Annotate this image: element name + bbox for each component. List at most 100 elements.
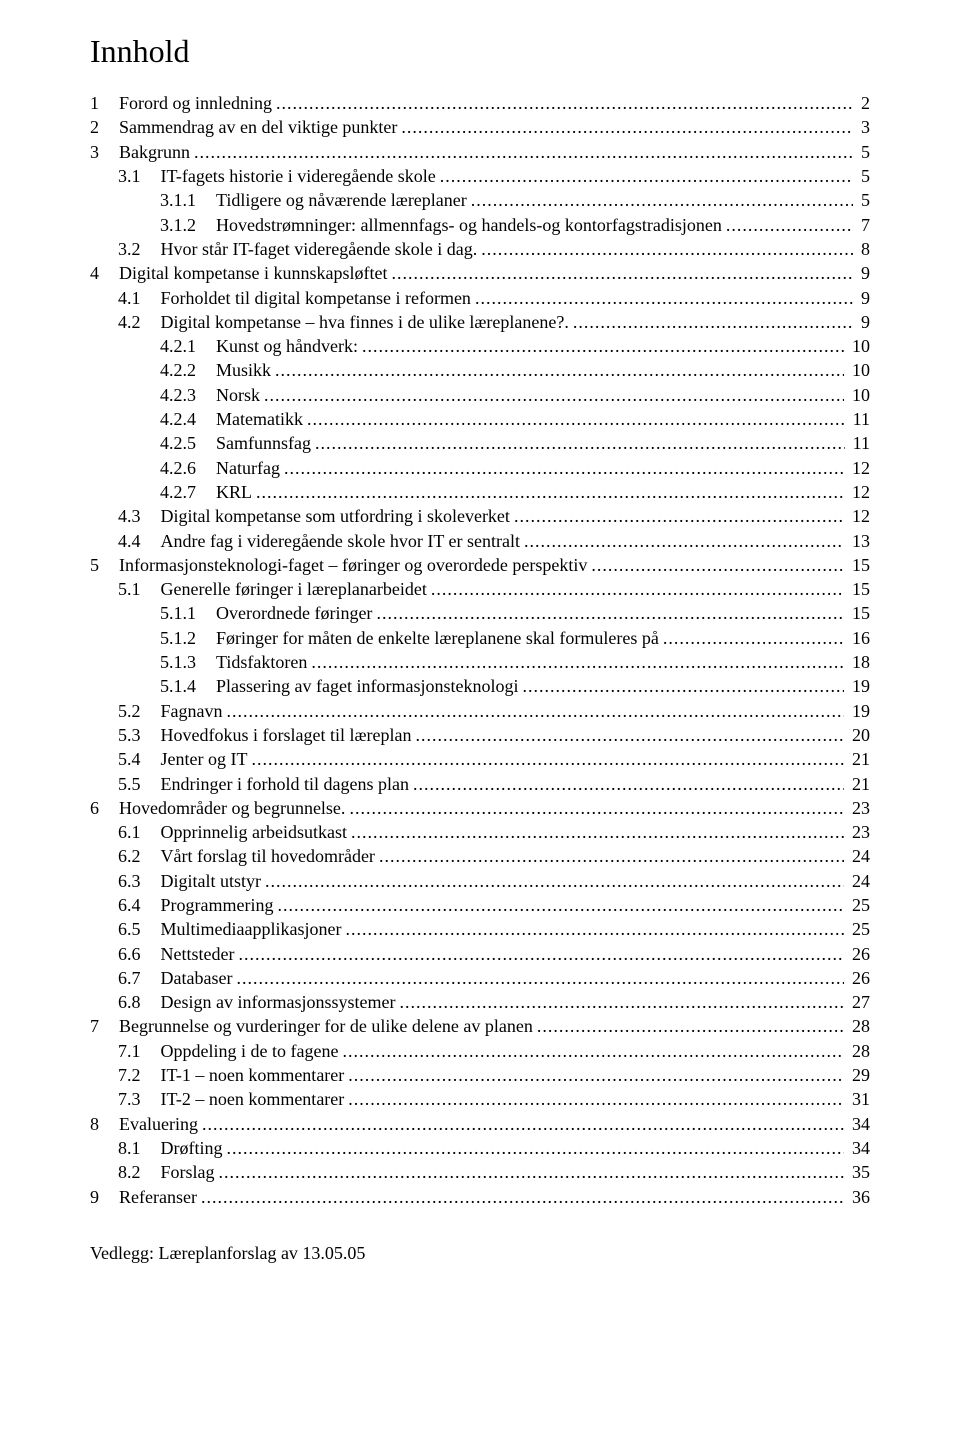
toc-entry: 5.1.4Plassering av faget informasjonstek… <box>90 674 870 698</box>
toc-entry-number: 2 <box>90 115 119 139</box>
toc-entry-title: Drøfting <box>161 1136 223 1160</box>
toc-entry: 5.1.3Tidsfaktoren18 <box>90 650 870 674</box>
toc-leader-dots <box>194 140 853 164</box>
toc-entry: 3Bakgrunn 5 <box>90 140 870 164</box>
toc-leader-dots <box>227 1136 845 1160</box>
toc-entry-title: Andre fag i videregående skole hvor IT e… <box>161 529 521 553</box>
toc-entry-page: 5 <box>857 140 870 164</box>
toc-entry-number: 4.2.1 <box>160 334 216 358</box>
toc-entry: 4.2.3Norsk10 <box>90 383 870 407</box>
toc-entry-title: Evaluering <box>119 1112 198 1136</box>
toc-entry-page: 9 <box>857 286 870 310</box>
toc-entry: 4.3Digital kompetanse som utfordring i s… <box>90 504 870 528</box>
toc-entry: 3.2Hvor står IT-faget videregående skole… <box>90 237 870 261</box>
toc-entry-title: Hovedfokus i forslaget til læreplan <box>161 723 412 747</box>
toc-entry-number: 6.4 <box>118 893 161 917</box>
toc-entry-page: 15 <box>848 553 870 577</box>
toc-entry-number: 5 <box>90 553 119 577</box>
toc-entry: 8.1Drøfting34 <box>90 1136 870 1160</box>
toc-entry-number: 5.4 <box>118 747 161 771</box>
toc-entry-page: 9 <box>857 310 870 334</box>
toc-entry: 7Begrunnelse og vurderinger for de ulike… <box>90 1014 870 1038</box>
toc-entry: 4.2.4Matematikk11 <box>90 407 870 431</box>
toc-entry: 4.2.2Musikk10 <box>90 358 870 382</box>
toc-entry-page: 36 <box>848 1185 870 1209</box>
appendix-note: Vedlegg: Læreplanforslag av 13.05.05 <box>90 1241 870 1265</box>
toc-entry: 5.3Hovedfokus i forslaget til læreplan20 <box>90 723 870 747</box>
toc-entry: 4.2Digital kompetanse – hva finnes i de … <box>90 310 870 334</box>
toc-entry-number: 4.2.7 <box>160 480 216 504</box>
toc-entry-page: 12 <box>848 456 870 480</box>
toc-leader-dots <box>345 917 844 941</box>
toc-entry-number: 6.6 <box>118 942 161 966</box>
toc-entry-title: Generelle føringer i læreplanarbeidet <box>161 577 427 601</box>
toc-entry-title: Fagnavn <box>161 699 223 723</box>
toc-entry-number: 8.1 <box>118 1136 161 1160</box>
toc-entry-page: 12 <box>848 480 870 504</box>
toc-entry-page: 35 <box>848 1160 870 1184</box>
toc-entry-page: 20 <box>848 723 870 747</box>
toc-entry-number: 5.2 <box>118 699 161 723</box>
toc-entry-number: 4.2 <box>118 310 161 334</box>
toc-leader-dots <box>591 553 844 577</box>
toc-entry-title: Forord og innledning <box>119 91 272 115</box>
toc-entry-page: 23 <box>848 820 870 844</box>
toc-leader-dots <box>311 650 844 674</box>
toc-entry-number: 3 <box>90 140 119 164</box>
toc-entry: 3.1.2Hovedstrømninger: allmennfags- og h… <box>90 213 870 237</box>
toc-entry-page: 7 <box>857 213 870 237</box>
toc-entry-page: 11 <box>849 407 870 431</box>
toc-entry-number: 6.5 <box>118 917 161 941</box>
toc-entry: 5.5Endringer i forhold til dagens plan21 <box>90 772 870 796</box>
toc-entry-title: Oppdeling i de to fagene <box>161 1039 339 1063</box>
toc-entry-page: 10 <box>848 334 870 358</box>
toc-entry: 4.2.5Samfunnsfag11 <box>90 431 870 455</box>
toc-entry: 1Forord og innledning2 <box>90 91 870 115</box>
toc-entry-title: Digital kompetanse – hva finnes i de uli… <box>161 310 569 334</box>
toc-entry-title: Musikk <box>216 358 271 382</box>
toc-entry-page: 26 <box>848 966 870 990</box>
toc-entry-title: Tidsfaktoren <box>216 650 307 674</box>
toc-entry-title: Hvor står IT-faget videregående skole i … <box>161 237 478 261</box>
toc-entry: 5.1.2Føringer for måten de enkelte lærep… <box>90 626 870 650</box>
toc-entry-title: Digitalt utstyr <box>161 869 262 893</box>
toc-entry-page: 18 <box>848 650 870 674</box>
toc-leader-dots <box>379 844 844 868</box>
toc-leader-dots <box>201 1185 844 1209</box>
toc-entry: 4.1Forholdet til digital kompetanse i re… <box>90 286 870 310</box>
toc-entry: 9Referanser36 <box>90 1185 870 1209</box>
toc-entry: 8.2Forslag35 <box>90 1160 870 1184</box>
toc-leader-dots <box>265 869 844 893</box>
toc-leader-dots <box>726 213 853 237</box>
toc-entry-title: Overordnede føringer <box>216 601 372 625</box>
toc-entry-title: Design av informasjonssystemer <box>161 990 396 1014</box>
toc-leader-dots <box>348 1063 844 1087</box>
toc-leader-dots <box>251 747 844 771</box>
toc-entry-page: 13 <box>848 529 870 553</box>
toc-leader-dots <box>277 893 844 917</box>
toc-entry-title: Sammendrag av en del viktige punkter <box>119 115 397 139</box>
toc-entry-page: 25 <box>848 917 870 941</box>
toc-entry-title: IT-fagets historie i videregående skole <box>161 164 436 188</box>
toc-entry-number: 4.4 <box>118 529 161 553</box>
toc-entry-title: Bakgrunn <box>119 140 190 164</box>
toc-entry-title: Naturfag <box>216 456 280 480</box>
toc-entry-title: Jenter og IT <box>161 747 248 771</box>
toc-entry-title: Programmering <box>161 893 274 917</box>
toc-leader-dots <box>475 286 853 310</box>
toc-leader-dots <box>342 1039 844 1063</box>
toc-entry-title: Endringer i forhold til dagens plan <box>161 772 409 796</box>
toc-entry-title: Plassering av faget informasjonsteknolog… <box>216 674 518 698</box>
toc-entry-page: 11 <box>849 431 870 455</box>
toc-entry-number: 7.2 <box>118 1063 161 1087</box>
table-of-contents: 1Forord og innledning22Sammendrag av en … <box>90 91 870 1209</box>
toc-leader-dots <box>415 723 844 747</box>
toc-entry: 7.3IT-2 – noen kommentarer31 <box>90 1087 870 1111</box>
toc-entry-number: 5.1.2 <box>160 626 216 650</box>
toc-entry-number: 4.2.6 <box>160 456 216 480</box>
toc-entry: 4.4Andre fag i videregående skole hvor I… <box>90 529 870 553</box>
toc-entry: 5.4Jenter og IT21 <box>90 747 870 771</box>
toc-entry-page: 28 <box>848 1039 870 1063</box>
toc-entry: 6.2Vårt forslag til hovedområder24 <box>90 844 870 868</box>
page-title: Innhold <box>90 30 870 73</box>
